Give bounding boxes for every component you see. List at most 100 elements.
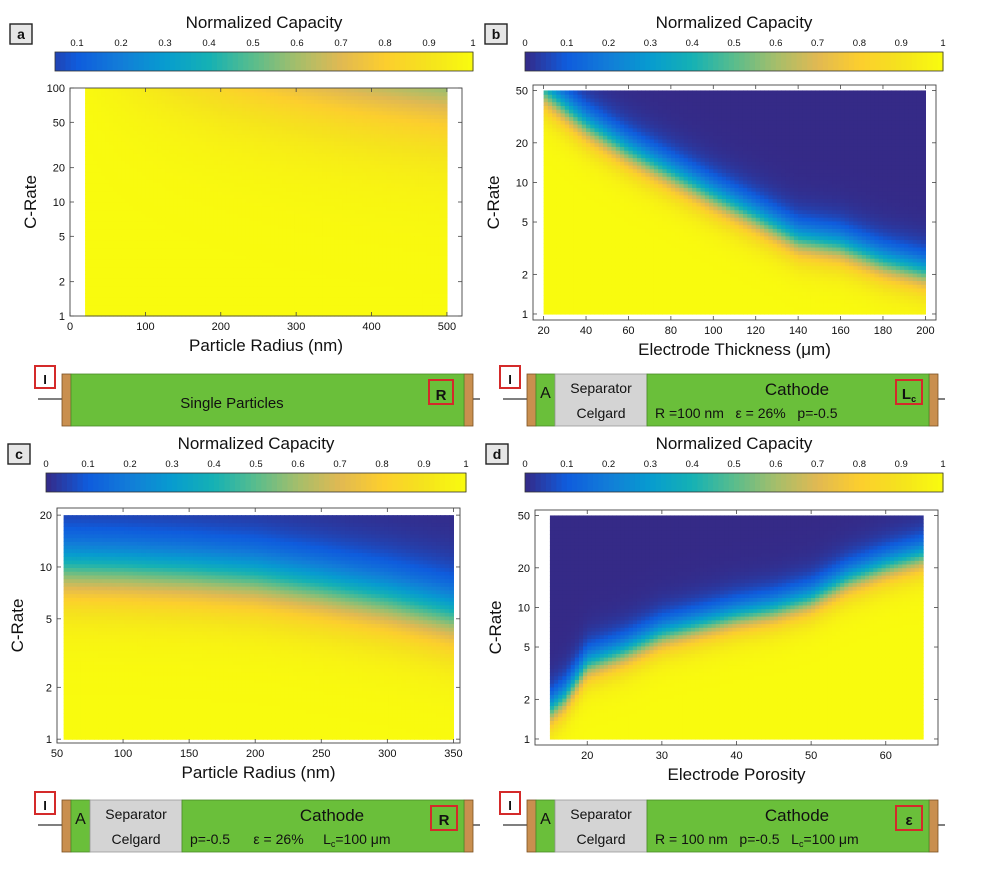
heatmap-cell: [334, 232, 339, 236]
heatmap-cell: [391, 305, 396, 309]
heatmap-cell: [362, 278, 367, 282]
heatmap-cell: [101, 274, 106, 278]
heatmap-cell: [411, 248, 416, 252]
heatmap-cell: [350, 194, 355, 198]
heatmap-cell: [165, 96, 170, 100]
colorbar-segment: [348, 52, 354, 71]
heatmap-cell: [242, 191, 247, 195]
heatmap-cell: [230, 168, 235, 172]
heatmap-cell: [310, 263, 315, 267]
heatmap-cell: [238, 232, 243, 236]
heatmap-cell: [89, 99, 94, 103]
heatmap-cell: [93, 229, 98, 233]
heatmap-cell: [105, 293, 110, 297]
heatmap-cell: [258, 259, 263, 263]
heatmap-cell: [350, 297, 355, 301]
heatmap-cell: [170, 217, 175, 221]
colorbar-segment: [191, 52, 197, 71]
heatmap-cell: [358, 149, 363, 153]
heatmap-cell: [226, 126, 231, 130]
heatmap-cell: [129, 164, 134, 168]
heatmap-cell: [85, 248, 90, 252]
heatmap-cell: [242, 92, 247, 96]
heatmap-cell: [202, 153, 207, 157]
heatmap-cell: [326, 118, 331, 122]
heatmap-cell: [89, 149, 94, 153]
heatmap-cell: [105, 248, 110, 252]
heatmap-cell: [346, 267, 351, 271]
heatmap-cell: [222, 286, 227, 290]
heatmap-cell: [202, 267, 207, 271]
heatmap-cell: [379, 305, 384, 309]
heatmap-cell: [149, 308, 154, 312]
heatmap-cell: [371, 236, 376, 240]
heatmap-cell: [210, 118, 215, 122]
heatmap-cell: [153, 194, 158, 198]
heatmap-cell: [282, 88, 287, 92]
heatmap-cell: [97, 244, 102, 248]
heatmap-cell: [137, 301, 142, 305]
heatmap-cell: [194, 111, 199, 115]
heatmap-cell: [379, 221, 384, 225]
heatmap-cell: [310, 175, 315, 179]
heatmap-cell: [314, 134, 319, 138]
heatmap-cell: [149, 263, 154, 267]
heatmap-cell: [278, 232, 283, 236]
heatmap-cell: [286, 251, 291, 255]
heatmap-cell: [97, 213, 102, 217]
heatmap-cell: [226, 130, 231, 134]
heatmap-cell: [161, 88, 166, 92]
heatmap-cell: [326, 134, 331, 138]
heatmap-cell: [387, 172, 392, 176]
heatmap-cell: [190, 282, 195, 286]
heatmap-cell: [367, 115, 372, 119]
heatmap-cell: [174, 255, 179, 259]
heatmap-cell: [186, 293, 191, 297]
heatmap-cell: [350, 282, 355, 286]
heatmap-cell: [157, 160, 162, 164]
heatmap-cell: [161, 156, 166, 160]
heatmap-cell: [358, 198, 363, 202]
heatmap-cell: [250, 221, 255, 225]
heatmap-cell: [391, 308, 396, 312]
heatmap-cell: [391, 240, 396, 244]
heatmap-cell: [302, 107, 307, 111]
heatmap-cell: [314, 282, 319, 286]
heatmap-cell: [330, 210, 335, 214]
heatmap-cell: [161, 221, 166, 225]
heatmap-cell: [157, 251, 162, 255]
heatmap-cell: [266, 172, 271, 176]
heatmap-cell: [371, 206, 376, 210]
heatmap-cell: [383, 236, 388, 240]
heatmap-cell: [383, 251, 388, 255]
heatmap-cell: [371, 229, 376, 233]
heatmap-cell: [298, 213, 303, 217]
heatmap-cell: [262, 240, 267, 244]
heatmap-cell: [367, 88, 372, 92]
heatmap-cell: [137, 259, 142, 263]
heatmap-cell: [246, 145, 251, 149]
heatmap-cell: [97, 149, 102, 153]
heatmap-cell: [153, 278, 158, 282]
heatmap-cell: [117, 305, 122, 309]
heatmap-cell: [149, 274, 154, 278]
heatmap-cell: [282, 232, 287, 236]
heatmap-cell: [407, 202, 412, 206]
heatmap-cell: [250, 156, 255, 160]
heatmap-cell: [379, 122, 384, 126]
heatmap-cell: [157, 305, 162, 309]
heatmap-cell: [149, 301, 154, 305]
colorbar-segment: [217, 52, 223, 71]
heatmap-cell: [170, 92, 175, 96]
heatmap-cell: [354, 282, 359, 286]
heatmap-cell: [141, 198, 146, 202]
heatmap-cell: [358, 206, 363, 210]
heatmap-cell: [165, 194, 170, 198]
heatmap-cell: [194, 293, 199, 297]
heatmap-cell: [234, 194, 239, 198]
heatmap-cell: [194, 134, 199, 138]
heatmap-cell: [194, 244, 199, 248]
heatmap-cell: [270, 229, 275, 233]
heatmap-cell: [403, 251, 408, 255]
heatmap-cell: [302, 259, 307, 263]
